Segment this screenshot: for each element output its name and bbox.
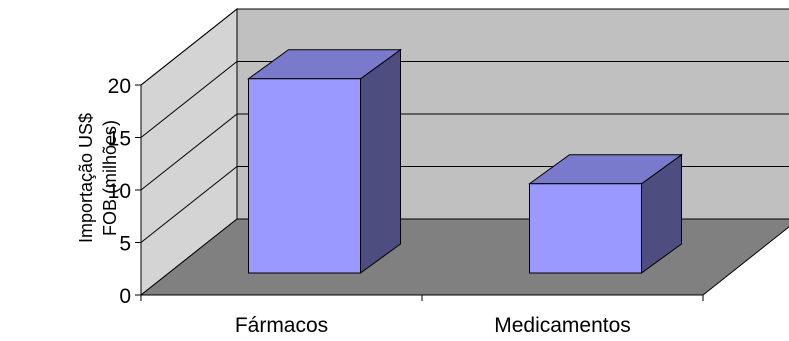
x-tick-label-2: Medicamentos xyxy=(494,314,631,336)
y-tick-label-0: 0 xyxy=(119,285,131,308)
gridline-10 xyxy=(140,113,789,191)
y-tick-label-10: 10 xyxy=(108,180,131,203)
bar-2 xyxy=(527,153,684,274)
axes: 0 5 10 15 20 Fármacos Medicamentos xyxy=(108,75,704,337)
y-axis-label-line-2: FOB (milhões) xyxy=(100,120,120,236)
y-tick-label-20: 20 xyxy=(108,75,131,98)
y-tick-label-15: 15 xyxy=(108,128,131,151)
gridline-20 xyxy=(140,8,789,86)
y-axis-label-line-1: Importação US$ xyxy=(76,113,96,243)
y-tick-label-5: 5 xyxy=(119,233,131,256)
bar-front-2 xyxy=(529,183,642,274)
bar-front-1 xyxy=(248,78,361,274)
chart-walls xyxy=(139,7,789,297)
bars xyxy=(246,48,684,274)
floor xyxy=(139,218,789,296)
bar-1 xyxy=(246,48,403,274)
x-tick-label-1: Fármacos xyxy=(235,314,328,336)
gridline-15 xyxy=(140,61,789,138)
bar-side-1 xyxy=(360,48,401,274)
